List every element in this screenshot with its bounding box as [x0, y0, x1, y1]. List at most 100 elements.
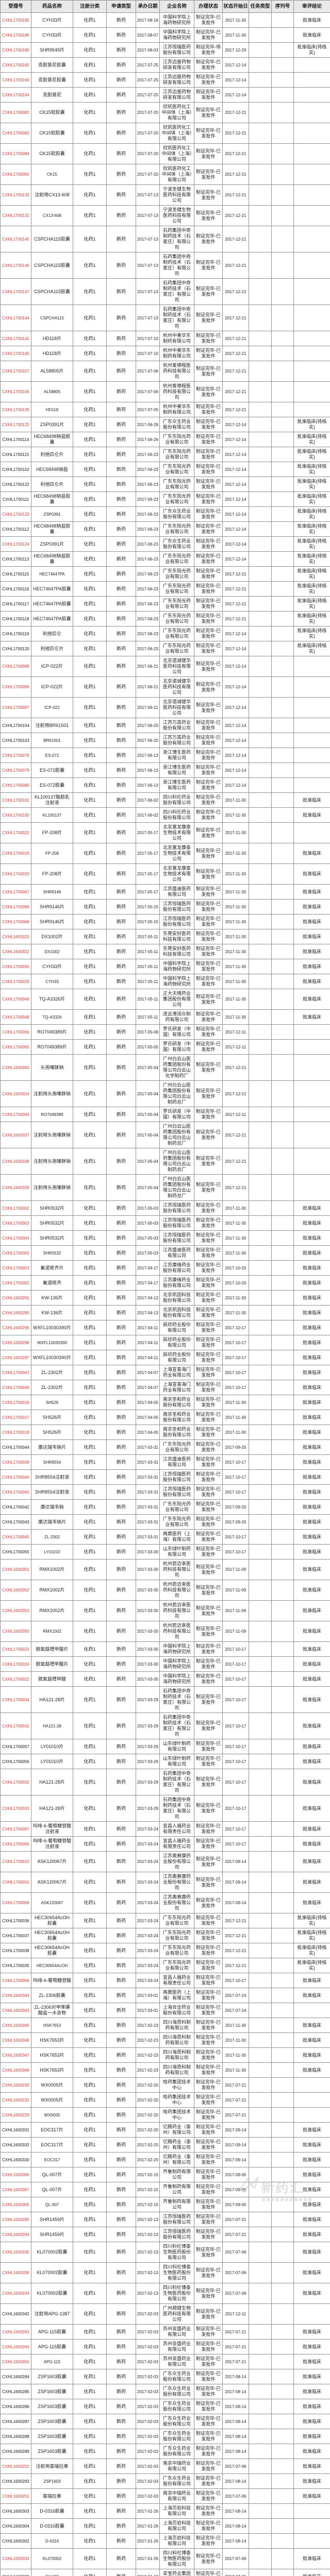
acceptance-no-link[interactable]: CXHL1700069 [1, 900, 31, 914]
acceptance-no-link[interactable]: CXHL1700006 [1, 1973, 31, 1988]
acceptance-no-link[interactable]: CXHL1700166 [1, 73, 31, 88]
acceptance-no-link[interactable]: CXHL1700180 [1, 43, 31, 58]
acceptance-no-link[interactable]: CXHL1600262 [1, 2354, 31, 2369]
acceptance-no-link[interactable]: CXHL1600333 [1, 2549, 31, 2569]
acceptance-no-link[interactable]: CXHL1700112 [1, 522, 31, 537]
acceptance-no-link[interactable]: CXHL1600322 [1, 944, 31, 959]
acceptance-no-link[interactable]: CXHL1700123 [1, 507, 31, 522]
acceptance-no-link[interactable]: CXHL1600284 [1, 2369, 31, 2384]
acceptance-no-link[interactable]: CXHL1700046 [1, 1380, 31, 1395]
acceptance-no-link[interactable]: CXHL1700066 [1, 1025, 31, 1040]
acceptance-no-link[interactable]: CXHL1700036 [1, 1913, 31, 1928]
acceptance-no-link[interactable]: CXHL1700016 [1, 1395, 31, 1410]
acceptance-no-link[interactable]: CXHL1700139 [1, 402, 31, 417]
acceptance-no-link[interactable]: CXHL1700119 [1, 626, 31, 641]
acceptance-no-link[interactable]: CXHL1700039 [1, 1455, 31, 1470]
acceptance-no-link[interactable]: CXHL1600305 [1, 2197, 31, 2212]
acceptance-no-link[interactable]: CXHL1600308 [1, 2569, 31, 2576]
acceptance-no-link[interactable]: CXHL1700001 [1, 1246, 31, 1261]
acceptance-no-link[interactable]: CXHL1700110 [1, 462, 31, 477]
acceptance-no-link[interactable]: CXHL1600343 [1, 2003, 31, 2018]
acceptance-no-link[interactable]: CXHL1700040 [1, 1470, 31, 1485]
acceptance-no-link[interactable]: CXHL1600340 [1, 1055, 31, 1081]
acceptance-no-link[interactable]: CXHL1700018 [1, 1425, 31, 1440]
acceptance-no-link[interactable]: CXHL1700056 [1, 1754, 31, 1769]
acceptance-no-link[interactable]: CXHL1700133 [1, 185, 31, 206]
acceptance-no-link[interactable]: CXHL1700099 [1, 677, 31, 698]
acceptance-no-link[interactable]: CXHL1700122 [1, 477, 31, 492]
acceptance-no-link[interactable]: CXHL1600344 [1, 1988, 31, 2003]
acceptance-no-link[interactable]: CXHL1600290 [1, 1306, 31, 1320]
acceptance-no-link[interactable]: CXHL1600296 [1, 1320, 31, 1335]
acceptance-no-link[interactable]: CXHL1600306 [1, 2167, 31, 2182]
acceptance-no-link[interactable]: CXHL1600303 [1, 2504, 31, 2519]
acceptance-no-link[interactable]: CXHL1700111 [1, 492, 31, 507]
acceptance-no-link[interactable]: CXHL1700019 [1, 843, 31, 864]
acceptance-no-link[interactable]: CXHL1600302 [1, 2534, 31, 2549]
acceptance-no-link[interactable]: CXHL1700100 [1, 808, 31, 823]
acceptance-no-link[interactable]: CXHL1700116 [1, 582, 31, 597]
acceptance-no-link[interactable]: CXHL1700121 [1, 447, 31, 462]
acceptance-no-link[interactable]: CXHL1700083 [1, 123, 31, 144]
acceptance-no-link[interactable]: CXHL1600332 [1, 2138, 31, 2153]
acceptance-no-link[interactable]: CXHL1700067 [1, 885, 31, 900]
acceptance-no-link[interactable]: CXHL1600263 [1, 2325, 31, 2340]
acceptance-no-link[interactable]: CXHL1700145 [1, 226, 31, 252]
acceptance-no-link[interactable]: CXHL1700144 [1, 305, 31, 331]
acceptance-no-link[interactable]: CXHL1600307 [1, 2182, 31, 2197]
acceptance-no-link[interactable]: CXHL1700049 [1, 989, 31, 1010]
acceptance-no-link[interactable]: CXHL1700033 [1, 1795, 31, 1822]
acceptance-no-link[interactable]: CXHL1600287 [1, 2414, 31, 2429]
acceptance-no-link[interactable]: CXHL1600304 [1, 2519, 31, 2534]
acceptance-no-link[interactable]: CXHL1700011 [1, 1872, 31, 1893]
acceptance-no-link[interactable]: CXHL1700098 [1, 656, 31, 677]
acceptance-no-link[interactable]: CXHL1600286 [1, 2399, 31, 2414]
acceptance-no-link[interactable]: CXHL1700084 [1, 144, 31, 164]
acceptance-no-link[interactable]: CXHL1700113 [1, 552, 31, 567]
acceptance-no-link[interactable]: CXHL1600334 [1, 2283, 31, 2304]
acceptance-no-link[interactable]: CXHL1600342 [1, 2304, 31, 2325]
acceptance-no-link[interactable]: CXHL1700104 [1, 718, 31, 733]
acceptance-no-link[interactable]: CXHL1700002 [1, 1201, 31, 1216]
acceptance-no-link[interactable]: CXHL1600331 [1, 2123, 31, 2138]
acceptance-no-link[interactable]: CXHL1700005 [1, 1837, 31, 1852]
acceptance-no-link[interactable]: CXHL1600346 [1, 2033, 31, 2048]
acceptance-no-link[interactable]: CXHL1600289 [1, 2444, 31, 2459]
acceptance-no-link[interactable]: CXHL1600251 [1, 2489, 31, 2504]
acceptance-no-link[interactable]: CXHL1700114 [1, 432, 31, 447]
acceptance-no-link[interactable]: CXHL1600264 [1, 2340, 31, 2354]
acceptance-no-link[interactable]: CXHL1700029 [1, 974, 31, 989]
acceptance-no-link[interactable]: CXHL1700124 [1, 537, 31, 552]
acceptance-no-link[interactable]: CXHL1700080 [1, 778, 31, 793]
acceptance-no-link[interactable]: CXHL1600252 [1, 2459, 31, 2474]
acceptance-no-link[interactable]: CXHL1700064 [1, 1107, 31, 1122]
acceptance-no-link[interactable]: CXHL1700032 [1, 1769, 31, 1795]
acceptance-no-link[interactable]: CXHL1700164 [1, 88, 31, 103]
acceptance-no-link[interactable]: CXHL1700186 [1, 28, 31, 43]
acceptance-no-link[interactable]: CXHL1700007 [1, 1822, 31, 1837]
acceptance-no-link[interactable]: CXHL1700132 [1, 206, 31, 226]
acceptance-no-link[interactable]: CXHL1700003 [1, 1216, 31, 1231]
acceptance-no-link[interactable]: CXHL1600352 [1, 1580, 31, 1601]
acceptance-no-link[interactable]: CXHL1600339 [1, 1175, 31, 1201]
acceptance-no-link[interactable]: CXHL1600353 [1, 1601, 31, 1621]
acceptance-no-link[interactable]: CXHL1700031 [1, 1713, 31, 1739]
acceptance-no-link[interactable]: CXHL1600285 [1, 2384, 31, 2399]
acceptance-no-link[interactable]: CXHL1700107 [1, 361, 31, 382]
acceptance-no-link[interactable]: CXHL1600323 [1, 929, 31, 944]
acceptance-no-link[interactable]: CXHL1700035 [1, 1958, 31, 1973]
acceptance-no-link[interactable]: CXHL1700117 [1, 597, 31, 612]
acceptance-no-link[interactable]: CXHL1700106 [1, 382, 31, 402]
acceptance-no-link[interactable]: CXHL1600351 [1, 1560, 31, 1580]
acceptance-no-link[interactable]: CXHL1700045 [1, 1530, 31, 1545]
acceptance-no-link[interactable]: CXHL1700020 [1, 864, 31, 885]
acceptance-no-link[interactable]: CXHL1700037 [1, 1928, 31, 1943]
acceptance-no-link[interactable]: CXHL1600295 [1, 2212, 31, 2227]
acceptance-no-link[interactable]: CXHL1700078 [1, 748, 31, 763]
acceptance-no-link[interactable]: CXHL1700057 [1, 1739, 31, 1754]
acceptance-no-link[interactable]: CXHL1600347 [1, 2048, 31, 2063]
acceptance-no-link[interactable]: CXHL1600294 [1, 2227, 31, 2242]
acceptance-no-link[interactable]: CXHL1600283 [1, 2474, 31, 2489]
acceptance-no-link[interactable]: CXHL1700047 [1, 1365, 31, 1380]
acceptance-no-link[interactable]: CXHL1700115 [1, 567, 31, 582]
